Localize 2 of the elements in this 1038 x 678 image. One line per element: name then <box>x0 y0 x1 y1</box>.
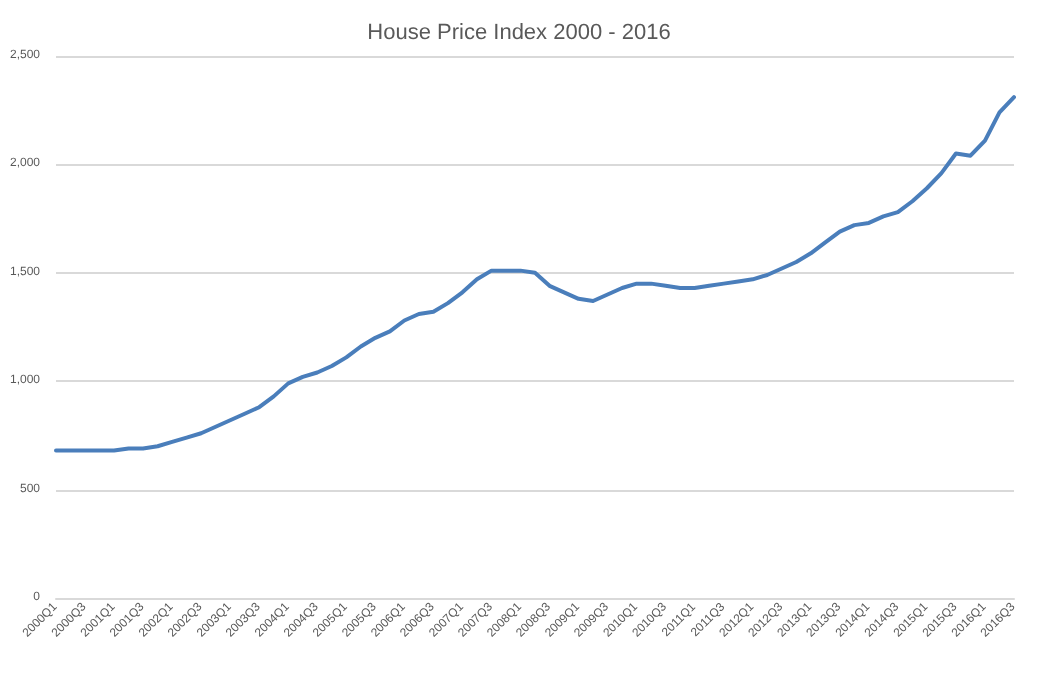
line-series <box>54 95 1016 453</box>
chart-title: House Price Index 2000 - 2016 <box>367 21 671 45</box>
